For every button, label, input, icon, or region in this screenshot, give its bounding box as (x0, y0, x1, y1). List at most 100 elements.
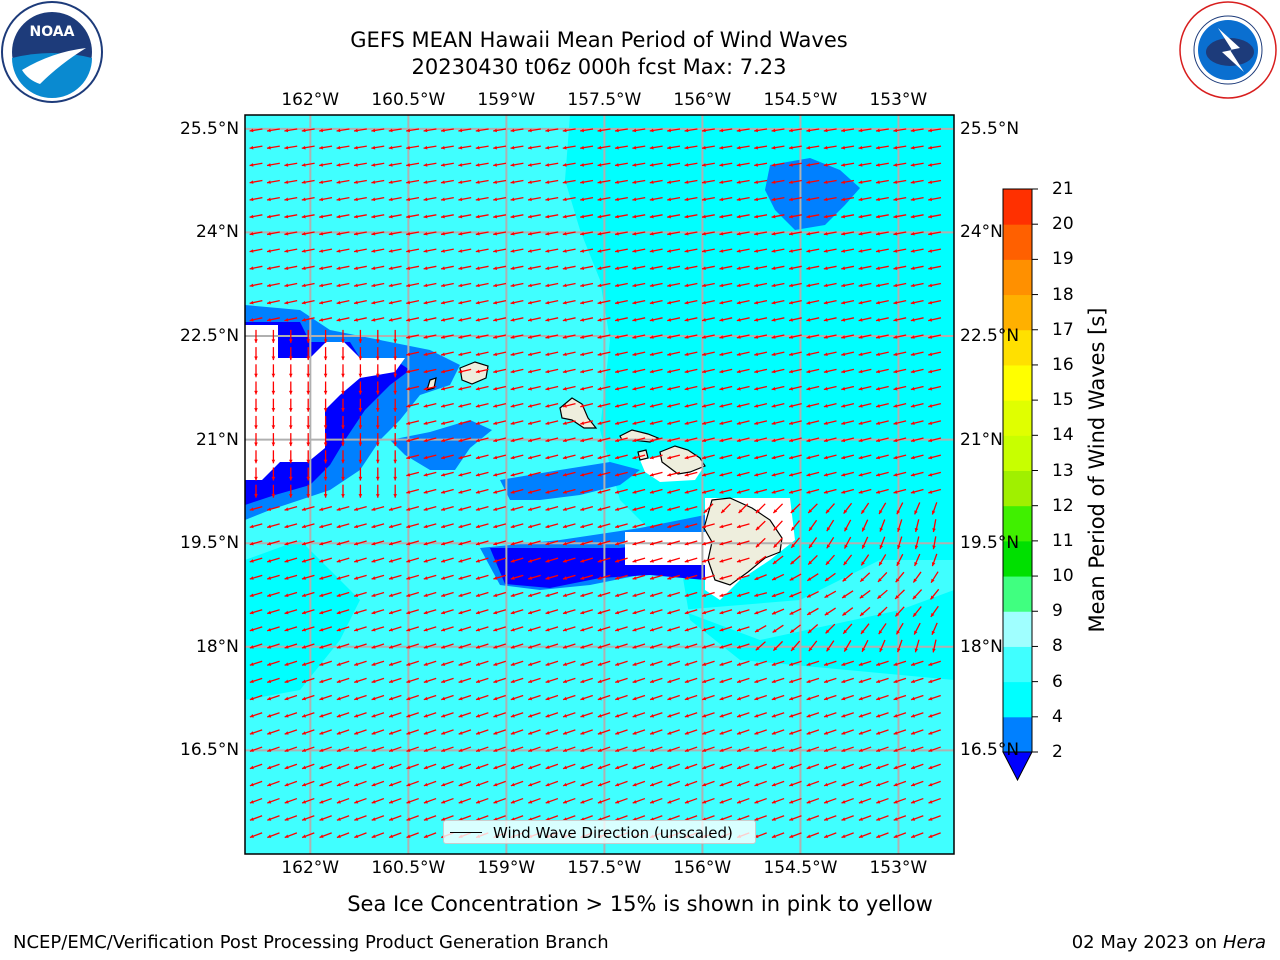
colorbar-label-9: 14 (1052, 425, 1074, 446)
wave-vector-head (271, 408, 276, 412)
wave-vector-head (319, 610, 324, 615)
wave-vector-head (423, 662, 428, 666)
colorbar-segment-1 (1003, 681, 1032, 718)
wave-vector-head (632, 679, 637, 684)
wave-vector-head (789, 748, 794, 752)
wave-vector-head (841, 438, 846, 443)
wave-vector-head (825, 560, 830, 565)
wave-vector-head (841, 404, 846, 408)
wave-vector-head (302, 782, 307, 787)
wave-vector-head (284, 748, 289, 752)
island-lanai (637, 449, 649, 461)
wave-vector-head (358, 373, 363, 378)
wave-vector-head (371, 266, 376, 270)
wave-vector-head (562, 231, 567, 236)
wave-vector-head (876, 335, 880, 339)
wave-vector-head (754, 679, 759, 684)
wave-vector-head (808, 509, 813, 514)
wave-vector-head (897, 648, 901, 653)
wave-vector-head (475, 490, 480, 494)
wave-vector-head (649, 627, 654, 632)
wave-vector-head (254, 476, 258, 481)
wave-vector-head (423, 627, 428, 632)
wave-vector-head (406, 696, 411, 701)
wave-vector-head (632, 714, 637, 718)
island-kauai (459, 361, 489, 385)
wave-vector-head (441, 765, 446, 770)
wave-vector-head (737, 731, 742, 735)
wave-vector-head (928, 180, 933, 184)
wave-vector-head (545, 696, 550, 701)
wave-vector-head (806, 834, 811, 838)
wave-vector-head (249, 782, 254, 787)
wave-vector-head (719, 300, 724, 305)
wave-vector-head (702, 404, 706, 408)
wave-vector-head (458, 163, 463, 167)
wave-vector-head (375, 356, 380, 361)
wave-vector-head (354, 800, 359, 804)
wave-vector-head (458, 455, 463, 460)
wave-vector-head (754, 231, 759, 236)
wave-vector-head (649, 249, 654, 253)
wave-vector-head (667, 731, 672, 735)
wave-vector-head (563, 696, 567, 701)
wave-vector-head (371, 576, 376, 580)
wave-vector-head (267, 748, 272, 752)
wave-vector-head (858, 300, 863, 305)
wave-vector-head (702, 335, 706, 339)
wave-vector-head (284, 765, 289, 770)
wave-vector-head (441, 197, 445, 202)
wave-vector-head (545, 421, 550, 425)
wave-vector-head (249, 214, 254, 219)
wave-vector-head (824, 800, 829, 804)
wave-vector-head (528, 559, 533, 563)
wave-vector-head (354, 249, 358, 253)
wave-vector-head (789, 782, 794, 787)
wave-vector-head (458, 593, 463, 597)
wave-vector-head (284, 817, 289, 821)
wave-vector-head (458, 662, 463, 666)
wave-vector-head (771, 214, 776, 219)
wave-vector-head (406, 472, 411, 477)
wave-vector-head (562, 455, 567, 460)
wave-vector-head (858, 782, 863, 787)
wave-vector-head (736, 197, 741, 202)
wave-vector-head (893, 782, 898, 787)
wave-vector-head (267, 318, 271, 322)
wave-vector-head (719, 645, 724, 649)
wave-vector-head (288, 408, 293, 412)
wave-vector-head (441, 748, 446, 752)
wave-vector-head (910, 404, 915, 408)
wave-vector-head (914, 545, 919, 550)
wave-vector-head (841, 249, 846, 253)
wave-vector-head (615, 507, 620, 511)
wave-vector-head (913, 578, 917, 583)
colorbar-label-0: 2 (1052, 742, 1063, 762)
colorbar-label-13: 18 (1052, 284, 1074, 305)
wave-vector-head (510, 817, 515, 821)
wave-vector-head (266, 163, 271, 167)
wave-vector-head (493, 128, 497, 133)
wave-vector-head (441, 231, 445, 236)
wave-vector-head (406, 404, 411, 408)
wave-vector-head (597, 541, 602, 546)
wave-vector-head (719, 180, 724, 184)
wave-vector-head (528, 283, 532, 288)
wave-vector-head (528, 627, 533, 632)
wave-vector-head (358, 356, 363, 361)
wave-vector-head (649, 214, 654, 219)
wave-vector-head (649, 163, 654, 167)
wave-vector-head (632, 214, 637, 219)
wave-vector-head (458, 627, 463, 632)
wave-vector-head (441, 283, 445, 288)
wave-vector-head (719, 214, 724, 219)
wave-vector-head (306, 459, 311, 464)
wave-vector-head (354, 696, 359, 701)
wave-vector-head (650, 731, 655, 735)
wave-vector-head (911, 662, 915, 666)
wave-vector-head (354, 748, 359, 752)
wave-vector-head (754, 593, 759, 597)
wave-vector-head (510, 197, 515, 202)
wave-vector-head (563, 731, 568, 735)
wave-vector-head (341, 408, 345, 412)
